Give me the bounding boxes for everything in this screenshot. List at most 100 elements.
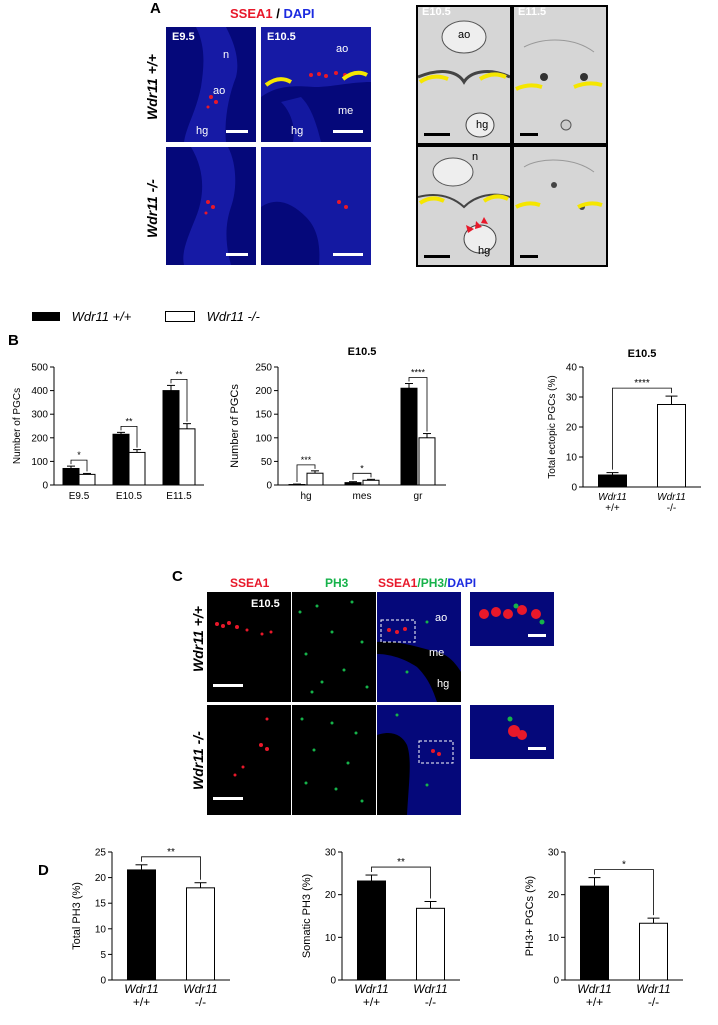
y-tick-label: 40 xyxy=(566,363,578,374)
significance-label: ** xyxy=(397,857,405,868)
stage-label-e9-5: E9.5 xyxy=(172,31,195,43)
y-tick-label: 150 xyxy=(255,410,272,421)
scale-bar xyxy=(213,797,243,800)
y-tick-label: 20 xyxy=(548,890,560,901)
y-tick-label: 0 xyxy=(266,481,272,492)
significance-label: * xyxy=(360,463,364,473)
scale-bar xyxy=(226,253,248,256)
label-hg: hg xyxy=(196,125,209,137)
x-tick-label: Wdr11 -/- xyxy=(413,982,447,1009)
bar xyxy=(127,869,156,981)
micrograph-ko-e10-5 xyxy=(261,147,371,265)
scale-bar xyxy=(333,253,363,256)
y-tick-label: 250 xyxy=(255,363,272,374)
x-tick-label-line: +/+ xyxy=(605,503,620,514)
legend-label-filled: Wdr11 +/+ xyxy=(71,309,132,325)
x-tick-label: gr xyxy=(414,491,424,502)
y-axis-label: Total PH3 (%) xyxy=(71,882,83,950)
c-merge-wt: ao me hg xyxy=(377,592,461,702)
merge-ph3: /PH3/ xyxy=(417,576,448,590)
bar xyxy=(418,437,436,486)
micrograph-wt-e10-5: E10.5 ao me hg xyxy=(261,27,371,142)
x-tick-label-line: -/- xyxy=(425,995,436,1009)
scale-bar xyxy=(226,130,248,133)
x-tick-label-line: Wdr11 xyxy=(183,982,217,996)
section-wt-e10-5: E10.5 ao hg xyxy=(416,5,512,145)
y-tick-label: 30 xyxy=(325,848,337,859)
y-tick-label: 25 xyxy=(95,848,107,859)
significance-bracket xyxy=(352,472,372,480)
label-ao: ao xyxy=(458,29,471,41)
x-tick-label: Wdr11 -/- xyxy=(183,982,217,1009)
section-ko-e11-5 xyxy=(512,145,608,267)
panel-label-d: D xyxy=(38,862,49,879)
x-tick-label-line: Wdr11 xyxy=(124,982,158,996)
significance-label: **** xyxy=(634,378,650,389)
significance-bracket xyxy=(70,459,88,472)
c-ph3-wt xyxy=(292,592,376,702)
y-tick-label: 100 xyxy=(255,433,272,444)
significance-label: ** xyxy=(125,416,133,426)
x-tick-label-line: Wdr11 xyxy=(354,982,388,996)
chart-b3: E10.5 0 10 20 30 40 Total ectopic PGCs (%) Wdr1… xyxy=(547,348,701,514)
significance-label: * xyxy=(77,450,81,460)
x-tick-label: E11.5 xyxy=(166,491,192,502)
scale-bar xyxy=(424,133,450,136)
y-axis-label: Number of PGCs xyxy=(12,388,23,464)
x-tick-label-line: Wdr11 xyxy=(413,982,447,996)
row-label-wt: Wdr11 +/+ xyxy=(144,54,160,120)
scale-bar xyxy=(213,684,243,687)
x-tick-label-line: Wdr11 xyxy=(598,492,627,503)
x-tick-label: Wdr11 +/+ xyxy=(354,982,388,1009)
y-tick-label: 0 xyxy=(330,976,336,987)
y-tick-label: 10 xyxy=(566,453,578,464)
y-tick-label: 50 xyxy=(261,457,273,468)
merge-dapi: DAPI xyxy=(447,576,477,590)
panel-a-header: SSEA1 / DAPI xyxy=(230,6,315,21)
y-tick-label: 20 xyxy=(95,873,107,884)
row-label-ko: Wdr11 -/- xyxy=(144,179,160,238)
c-ssea1-wt: E10.5 xyxy=(207,592,291,702)
bar xyxy=(62,467,80,486)
bar xyxy=(78,473,96,486)
label-ao: ao xyxy=(213,85,226,97)
stage-label-c: E10.5 xyxy=(251,598,280,610)
bar xyxy=(580,885,609,981)
y-tick-label: 5 xyxy=(100,950,106,961)
significance-bracket xyxy=(612,387,672,470)
y-axis-label: Total ectopic PGCs (%) xyxy=(547,375,558,478)
merge-ssea1: SSEA1 xyxy=(378,576,418,590)
y-tick-label: 500 xyxy=(31,363,48,374)
y-tick-label: 0 xyxy=(42,481,48,492)
x-tick-label: Wdr11 -/- xyxy=(636,982,670,1009)
significance-label: **** xyxy=(411,368,426,378)
bar xyxy=(128,451,146,486)
x-tick-label-line: +/+ xyxy=(586,995,603,1009)
y-tick-label: 10 xyxy=(325,933,337,944)
row-label-c-ko: Wdr11 -/- xyxy=(190,731,206,790)
x-tick-label: mes xyxy=(353,491,372,502)
y-tick-label: 30 xyxy=(566,393,578,404)
significance-label: * xyxy=(622,860,626,871)
c-merge-ko xyxy=(377,705,461,815)
gray-stage-label-2: E11.5 xyxy=(518,6,547,18)
x-tick-label-line: -/- xyxy=(648,995,659,1009)
x-tick-label-line: +/+ xyxy=(133,995,150,1009)
significance-bracket xyxy=(120,425,138,448)
panel-label-b: B xyxy=(8,332,19,349)
c-zoom-wt xyxy=(470,592,554,646)
ssea1-header: SSEA1 xyxy=(230,6,273,21)
x-tick-label: E9.5 xyxy=(69,491,90,502)
significance-label: *** xyxy=(301,455,312,465)
y-tick-label: 20 xyxy=(325,890,337,901)
y-axis-label: Somatic PH3 (%) xyxy=(301,874,313,958)
c-ssea1-ko xyxy=(207,705,291,815)
significance-bracket xyxy=(594,869,654,916)
x-tick-label-line: Wdr11 xyxy=(657,492,686,503)
x-tick-label-line: -/- xyxy=(195,995,206,1009)
scale-bar xyxy=(333,130,363,133)
y-axis-label: Number of PGCs xyxy=(229,384,241,468)
